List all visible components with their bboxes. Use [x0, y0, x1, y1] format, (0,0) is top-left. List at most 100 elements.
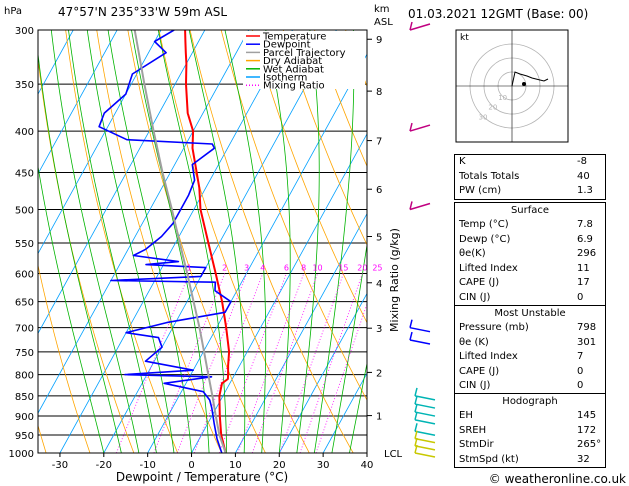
most-unstable-row: Pressure (mb) 798: [455, 321, 605, 336]
most-unstable-label: CAPE (J): [459, 365, 500, 377]
wind-barb: [414, 403, 436, 409]
surface-label: Dewp (°C): [459, 233, 511, 245]
pressure-tick-label: 600: [15, 270, 34, 281]
pressure-tick-label: 300: [15, 26, 34, 37]
most-unstable-label: θe (K): [459, 336, 489, 348]
surface-row: Temp (°C) 7.8: [455, 218, 605, 233]
wind-barb: [414, 437, 436, 444]
wet-adiabat-line: [296, 30, 320, 453]
pressure-tick-label: 1000: [9, 449, 34, 460]
surface-value: 0: [577, 291, 584, 303]
most-unstable-title: Most Unstable: [494, 308, 566, 319]
index-row: PW (cm) 1.3: [455, 184, 605, 199]
hodograph-table-row: EH 145: [455, 409, 605, 424]
legend-label: Temperature: [262, 32, 326, 43]
surface-title: Surface: [510, 205, 550, 216]
wind-barb: [409, 202, 431, 211]
hodograph-ring-label: 10: [498, 94, 507, 102]
most-unstable-row: Lifted Index 7: [455, 350, 605, 365]
pressure-tick-label: 500: [15, 205, 34, 216]
temperature-tick-label: 30: [317, 460, 330, 471]
dry-adiabat-line: [220, 30, 367, 401]
km-tick-label: 6: [376, 185, 382, 196]
dry-adiabat-line: [0, 30, 2, 453]
hodograph-table-value: 145: [577, 410, 597, 421]
hodograph-table-title: Hodograph: [502, 396, 558, 407]
isotherm-line: [147, 53, 367, 453]
wind-barb: [414, 411, 436, 417]
wet-adiabat-line: [50, 30, 140, 453]
pressure-tick-label: 900: [15, 412, 34, 423]
index-label: K: [459, 156, 466, 167]
wind-barbs: [409, 21, 436, 458]
legend-box: [243, 31, 365, 89]
hodograph-unit-label: kt: [460, 33, 469, 43]
wind-barb-flag: [414, 430, 418, 439]
hodograph-ring-label: 30: [479, 113, 488, 121]
most-unstable-label: Pressure (mb): [459, 322, 529, 333]
hodograph-table-panel: Hodograph EH 145 SREH 172 StmDir 265° StmSpd (k…: [454, 393, 606, 469]
km-tick-label: 9: [376, 35, 382, 46]
wet-adiabat-line: [86, 30, 175, 453]
wet-adiabat-line: [313, 30, 355, 453]
pressure-tick-label: 950: [15, 431, 34, 442]
wet-adiabat-line: [131, 30, 210, 453]
wet-adiabat-line: [224, 30, 267, 453]
temperature-tick-label: 40: [361, 460, 374, 471]
hodograph-table-row: SREH 172: [455, 424, 605, 439]
temperature-line: [184, 30, 231, 453]
most-unstable-label: Lifted Index: [459, 351, 518, 363]
wind-barb: [409, 339, 431, 345]
wind-barb: [414, 395, 436, 401]
temperature-tick-label: -20: [96, 460, 112, 471]
hodograph-table-value: 172: [577, 424, 597, 436]
surface-panel: Surface Temp (°C) 7.8 Dewp (°C) 6.9 θe(K) 296 L…: [454, 202, 606, 307]
surface-value: 6.9: [577, 233, 593, 245]
surface-row: CAPE (J) 17: [455, 276, 605, 291]
surface-row: CIN (J) 0: [455, 291, 605, 306]
surface-label: CIN (J): [459, 291, 491, 303]
isotherm-line: [191, 133, 367, 453]
wind-barb-flag: [414, 423, 418, 432]
mixing-ratio-label: 8: [301, 264, 306, 273]
wind-barb-flag: [414, 403, 418, 413]
mixing-ratio-line: [153, 273, 226, 453]
pressure-tick-label: 750: [15, 348, 34, 359]
hodograph-table-label: SREH: [459, 424, 487, 436]
surface-row: θe(K) 296: [455, 247, 605, 262]
mixing-ratio-label: 15: [338, 264, 348, 273]
wind-barb-flag: [409, 201, 413, 210]
wind-barb-flag: [409, 21, 413, 31]
dry-adiabat-line: [314, 30, 367, 168]
km-tick-label: 7: [376, 137, 382, 148]
hodograph-table-value: 32: [577, 453, 590, 465]
pressure-tick-label: 350: [15, 80, 34, 91]
datetime-title: 01.03.2021 12GMT (Base: 00): [408, 7, 588, 21]
km-tick-label: 4: [376, 279, 382, 290]
dry-adiabat-line: [282, 30, 367, 246]
most-unstable-value: 7: [577, 351, 584, 363]
wind-barb: [409, 124, 431, 132]
km-tick-label: 1: [376, 412, 382, 423]
index-label: PW (cm): [459, 185, 502, 197]
mixing-ratio-label: 25: [372, 264, 382, 273]
legend-label: Dry Adiabat: [263, 56, 322, 67]
isotherm-line: [38, 30, 118, 175]
pressure-tick-label: 800: [15, 371, 34, 382]
y-axis-title: Mixing Ratio (g/kg): [388, 228, 401, 332]
isotherm-line: [278, 292, 367, 453]
wet-adiabat-line: [349, 361, 367, 453]
mixing-ratio-label: 10: [312, 264, 322, 273]
surface-label: Temp (°C): [459, 219, 509, 230]
wet-adiabat-line: [68, 30, 157, 453]
wet-adiabat-line: [188, 30, 246, 453]
wet-adiabat-line: [38, 50, 122, 453]
wind-barb: [409, 23, 431, 31]
station-title: 47°57'N 235°33'W 59m ASL: [58, 5, 227, 19]
dry-adiabat-line: [158, 30, 310, 453]
wind-barb: [414, 445, 436, 451]
hodograph-trace: [511, 71, 549, 87]
asl-unit-label: ASL: [374, 17, 393, 28]
km-tick-label: 2: [376, 368, 382, 379]
wet-adiabat-line: [265, 30, 291, 453]
